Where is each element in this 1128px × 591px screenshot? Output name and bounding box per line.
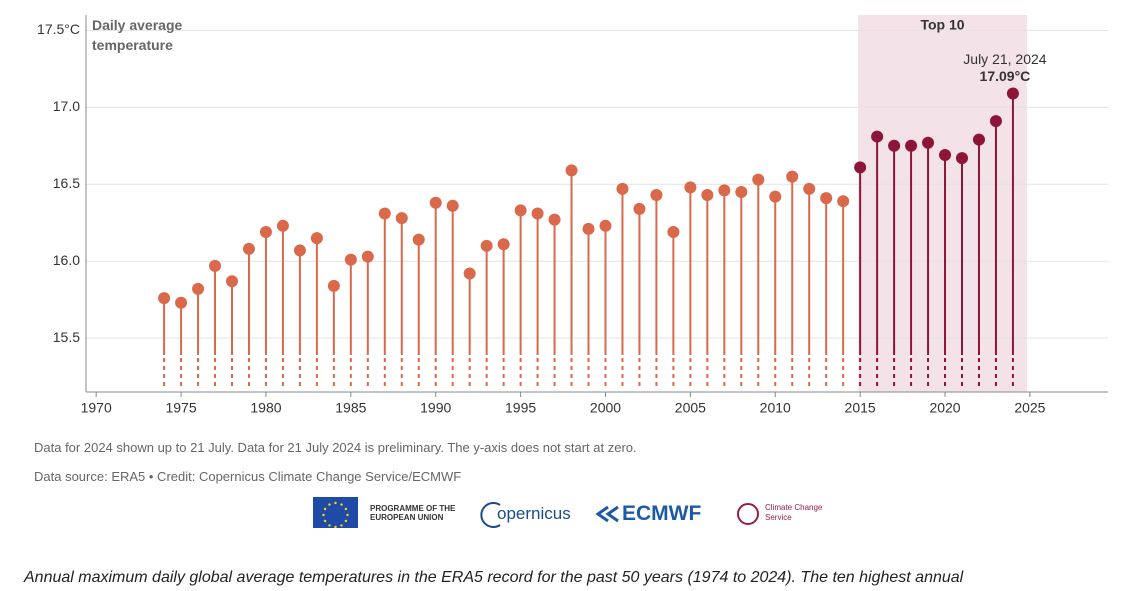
point bbox=[548, 213, 561, 226]
eu-text: PROGRAMME OF THE EUROPEAN UNION bbox=[370, 504, 456, 522]
point bbox=[565, 164, 578, 177]
value-label: 17.09°C bbox=[980, 68, 1031, 84]
point bbox=[344, 253, 357, 266]
point bbox=[854, 161, 867, 174]
point bbox=[259, 225, 272, 238]
point bbox=[803, 182, 816, 195]
y-tick-label: 17.5°C bbox=[37, 21, 80, 37]
point bbox=[327, 279, 340, 292]
point bbox=[276, 219, 289, 232]
point bbox=[633, 202, 646, 215]
x-tick-label: 2015 bbox=[845, 400, 876, 416]
ecmwf-text: ECMWF bbox=[622, 502, 702, 525]
note: Data source: ERA5 • Credit: Copernicus C… bbox=[34, 469, 462, 484]
point bbox=[293, 244, 306, 257]
point bbox=[158, 292, 171, 305]
point bbox=[701, 189, 714, 202]
point bbox=[192, 282, 205, 295]
point bbox=[531, 207, 544, 220]
point bbox=[429, 196, 442, 209]
point bbox=[956, 152, 968, 165]
point bbox=[905, 139, 918, 152]
point bbox=[939, 149, 952, 162]
x-tick-label: 2010 bbox=[760, 400, 791, 416]
point bbox=[310, 232, 323, 245]
x-tick-label: 2020 bbox=[929, 400, 960, 416]
point bbox=[667, 225, 680, 238]
point bbox=[209, 259, 222, 272]
point bbox=[922, 136, 935, 149]
point bbox=[480, 239, 493, 252]
copernicus-text: opernicus bbox=[497, 504, 571, 523]
point bbox=[837, 195, 850, 208]
x-tick-label: 1980 bbox=[250, 400, 281, 416]
highlight-region bbox=[858, 15, 1027, 392]
ecmwf-mark bbox=[595, 505, 619, 523]
point bbox=[769, 190, 782, 203]
x-tick-label: 1975 bbox=[165, 400, 196, 416]
highlight-label: Top 10 bbox=[920, 17, 964, 33]
point bbox=[972, 133, 985, 146]
annotation-date: July 21, 2024 bbox=[963, 51, 1046, 67]
point bbox=[989, 115, 1002, 128]
c3s-mark bbox=[737, 503, 759, 525]
x-tick-label: 1985 bbox=[335, 400, 366, 416]
y-tick-label: 16.0 bbox=[53, 252, 80, 268]
c3s-text: Climate Change Service bbox=[765, 503, 823, 522]
eu-stars bbox=[322, 501, 349, 529]
x-tick-label: 2025 bbox=[1014, 400, 1045, 416]
point bbox=[412, 233, 425, 246]
point bbox=[888, 139, 901, 152]
x-tick-label: 2005 bbox=[675, 400, 706, 416]
point bbox=[378, 207, 391, 220]
point bbox=[616, 182, 629, 195]
y-tick-label: 17.0 bbox=[53, 98, 80, 114]
y-tick-label: 15.5 bbox=[53, 329, 80, 345]
point bbox=[446, 199, 459, 212]
x-tick-label: 1995 bbox=[505, 400, 536, 416]
y-tick-label: 16.5 bbox=[53, 175, 80, 191]
caption: Annual maximum daily global average temp… bbox=[24, 569, 964, 586]
y-axis-label: Daily average temperature bbox=[92, 17, 183, 53]
point bbox=[650, 189, 663, 202]
point bbox=[242, 242, 255, 255]
point bbox=[752, 173, 765, 186]
copernicus-mark bbox=[480, 502, 501, 528]
point bbox=[395, 212, 408, 225]
x-tick-label: 2000 bbox=[590, 400, 621, 416]
x-tick-label: 1970 bbox=[81, 400, 112, 416]
point bbox=[684, 181, 697, 194]
point bbox=[820, 192, 833, 205]
point bbox=[497, 238, 510, 251]
eu-flag bbox=[313, 497, 358, 528]
point bbox=[582, 222, 595, 235]
point bbox=[599, 219, 612, 232]
point bbox=[735, 185, 748, 198]
point bbox=[361, 250, 374, 263]
point bbox=[871, 130, 884, 143]
point bbox=[514, 204, 527, 217]
x-tick-label: 1990 bbox=[420, 400, 451, 416]
point bbox=[463, 267, 476, 280]
point bbox=[226, 275, 238, 288]
point bbox=[175, 296, 188, 309]
point bbox=[718, 184, 731, 197]
point bbox=[1006, 87, 1019, 100]
point bbox=[786, 170, 799, 183]
note: Data for 2024 shown up to 21 July. Data … bbox=[34, 440, 637, 455]
